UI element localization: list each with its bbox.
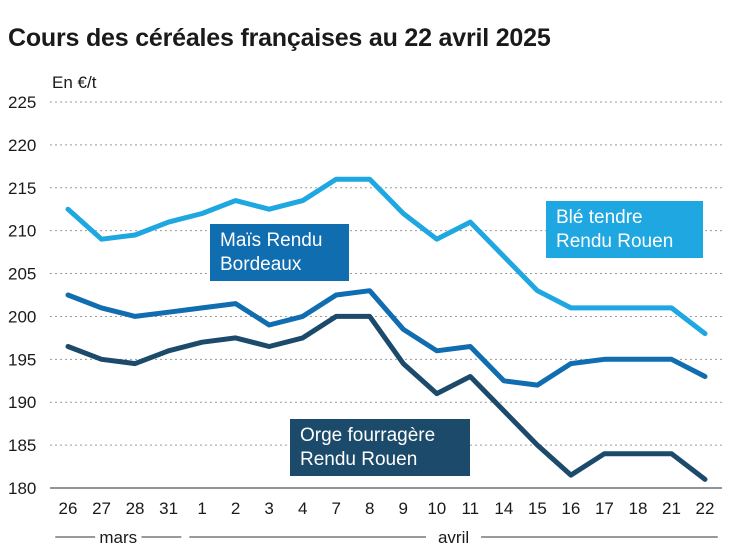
series-label-box bbox=[210, 224, 349, 281]
series-label-box bbox=[546, 201, 703, 258]
series-label-text: Bordeaux bbox=[220, 254, 302, 275]
series-label-text: Rendu Rouen bbox=[556, 231, 673, 252]
series-label-text: Maïs Rendu bbox=[220, 230, 322, 251]
x-tick-label: 10 bbox=[427, 499, 446, 518]
month-label: avril bbox=[438, 528, 469, 547]
x-tick-label: 17 bbox=[595, 499, 614, 518]
series-label-box bbox=[290, 419, 470, 476]
x-tick-label: 22 bbox=[696, 499, 715, 518]
x-tick-label: 31 bbox=[159, 499, 178, 518]
series-line-3 bbox=[65, 313, 708, 482]
series-line-2 bbox=[65, 288, 708, 388]
chart-title: Cours des céréales françaises au 22 avri… bbox=[8, 24, 551, 52]
y-tick-label: 205 bbox=[8, 265, 36, 284]
y-tick-label: 185 bbox=[8, 436, 36, 455]
x-tick-label: 7 bbox=[331, 499, 340, 518]
x-tick-label: 8 bbox=[365, 499, 374, 518]
y-tick-label: 220 bbox=[8, 136, 36, 155]
y-tick-label: 180 bbox=[8, 479, 36, 498]
series-label-text: Blé tendre bbox=[556, 207, 643, 228]
y-tick-label: 195 bbox=[8, 350, 36, 369]
x-tick-label: 26 bbox=[59, 499, 78, 518]
series-lines bbox=[65, 176, 708, 482]
x-tick-label: 1 bbox=[197, 499, 206, 518]
x-tick-label: 9 bbox=[399, 499, 408, 518]
x-tick-label: 15 bbox=[528, 499, 547, 518]
x-tick-label: 3 bbox=[264, 499, 273, 518]
x-tick-label: 4 bbox=[298, 499, 307, 518]
series-line-1 bbox=[65, 176, 708, 337]
x-tick-label: 21 bbox=[662, 499, 681, 518]
x-tick-label: 2 bbox=[231, 499, 240, 518]
series-label-text: Rendu Rouen bbox=[300, 449, 417, 470]
x-tick-labels: 26 27 28 31 1 2 3 4 7 8 9 10 11 14 15 16 17 18 21 22 bbox=[59, 499, 715, 518]
series-labels: Blé tendre Rendu Rouen Maïs Rendu Bordeaux O… bbox=[210, 201, 703, 476]
y-tick-labels: 180 185 190 195 200 205 210 215 220 225 bbox=[8, 93, 36, 498]
x-tick-label: 14 bbox=[494, 499, 513, 518]
y-tick-label: 200 bbox=[8, 307, 36, 326]
y-tick-label: 210 bbox=[8, 222, 36, 241]
y-tick-label: 190 bbox=[8, 393, 36, 412]
x-tick-label: 27 bbox=[92, 499, 111, 518]
month-label: mars bbox=[99, 528, 137, 547]
y-tick-label: 225 bbox=[8, 93, 36, 112]
x-tick-label: 18 bbox=[628, 499, 647, 518]
month-axis: mars avril bbox=[55, 528, 718, 547]
y-axis-unit-label: En €/t bbox=[52, 73, 97, 92]
x-tick-label: 16 bbox=[561, 499, 580, 518]
y-tick-label: 215 bbox=[8, 179, 36, 198]
x-tick-label: 28 bbox=[126, 499, 145, 518]
x-tick-label: 11 bbox=[461, 499, 479, 518]
series-label-text: Orge fourragère bbox=[300, 425, 435, 446]
